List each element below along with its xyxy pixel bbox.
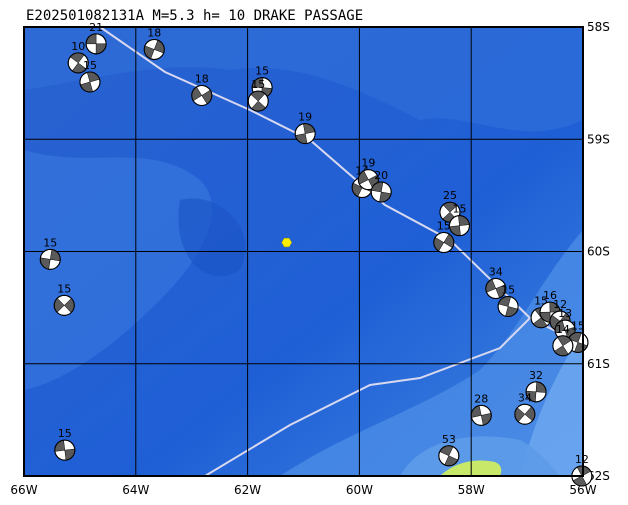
depth-label: 15 xyxy=(58,427,72,440)
beachball-rim xyxy=(191,84,213,106)
depth-label: 15 xyxy=(571,319,585,332)
depth-label: 19 xyxy=(298,111,312,124)
depth-label: 15 xyxy=(251,78,265,91)
lon-label: 66W xyxy=(10,483,37,497)
depth-label: 19 xyxy=(361,157,375,170)
beachball-rim xyxy=(54,439,76,461)
depth-label: 16 xyxy=(543,289,557,302)
beachball-rim xyxy=(470,404,492,426)
beachball-rim xyxy=(143,38,165,60)
focal-mechanism xyxy=(247,90,269,112)
depth-label: 28 xyxy=(474,392,488,405)
focal-mechanism xyxy=(294,123,316,145)
beachball-rim xyxy=(39,248,61,270)
focal-mechanism xyxy=(85,33,107,55)
focal-mechanism xyxy=(514,403,536,425)
depth-label: 15 xyxy=(43,236,57,249)
beachball-rim xyxy=(370,181,392,203)
beachball-rim xyxy=(438,445,460,467)
focal-mechanism xyxy=(554,319,576,341)
focal-mechanism xyxy=(143,38,165,60)
beachball-rim xyxy=(247,90,269,112)
depth-label: 15 xyxy=(57,282,71,295)
beachball-rim xyxy=(294,123,316,145)
focal-mechanism xyxy=(67,52,89,74)
focal-mechanism xyxy=(433,232,455,254)
map-title: E202501082131A M=5.3 h= 10 DRAKE PASSAGE xyxy=(26,8,363,24)
depth-label: 20 xyxy=(374,169,388,182)
focal-mechanism xyxy=(448,215,470,237)
focal-mechanism xyxy=(53,294,75,316)
depth-label: 15 xyxy=(255,65,269,78)
depth-label: 12 xyxy=(553,298,567,311)
depth-label: 15 xyxy=(452,203,466,216)
lat-label: 61S xyxy=(587,357,610,371)
depth-label: 15 xyxy=(437,220,451,233)
epicenter xyxy=(281,237,292,248)
focal-mechanism xyxy=(485,278,507,300)
focal-mechanism xyxy=(525,381,547,403)
beachball-rim xyxy=(79,71,101,93)
lat-label: 62S xyxy=(587,469,610,483)
lon-label: 62W xyxy=(234,483,261,497)
beachball-rim xyxy=(497,296,519,318)
depth-label: 10 xyxy=(71,40,85,53)
beachball-rim xyxy=(525,381,547,403)
depth-label: 15 xyxy=(83,59,97,72)
depth-label: 53 xyxy=(442,433,456,446)
focal-mechanism xyxy=(54,439,76,461)
focal-mechanism xyxy=(470,404,492,426)
depth-label: 12 xyxy=(575,453,589,466)
lat-label: 58S xyxy=(587,20,610,34)
depth-label: 13 xyxy=(558,307,572,320)
beachball-rim xyxy=(514,403,536,425)
focal-mechanisms: 2110151818151519141920251515341515161213… xyxy=(39,21,593,487)
depth-label: 25 xyxy=(443,189,457,202)
lat-label: 60S xyxy=(587,245,610,259)
focal-mechanism xyxy=(370,181,392,203)
depth-label: 14 xyxy=(556,323,570,336)
depth-label: 34 xyxy=(489,266,503,279)
beachball-rim xyxy=(485,278,507,300)
lat-label: 59S xyxy=(587,132,610,146)
map-frame xyxy=(23,26,584,477)
beachball-rim xyxy=(433,232,455,254)
depth-label: 15 xyxy=(501,284,515,297)
focal-mechanism xyxy=(497,296,519,318)
beachball-rim xyxy=(85,33,107,55)
depth-label: 18 xyxy=(147,26,161,39)
depth-label: 32 xyxy=(529,369,543,382)
focal-mechanism xyxy=(191,84,213,106)
beachball-rim xyxy=(552,335,574,357)
beachball-rim xyxy=(67,52,89,74)
beachball-rim xyxy=(357,169,379,191)
lon-label: 56W xyxy=(569,483,596,497)
beachball-rim xyxy=(448,215,470,237)
lon-label: 60W xyxy=(346,483,373,497)
focal-mechanism xyxy=(251,77,273,99)
focal-mechanism xyxy=(39,248,61,270)
focal-mechanism xyxy=(552,335,574,357)
beachball-rim xyxy=(53,294,75,316)
focal-mechanism xyxy=(79,71,101,93)
depth-label: 18 xyxy=(195,72,209,85)
focal-mechanism xyxy=(357,169,379,191)
lon-label: 58W xyxy=(458,483,485,497)
depth-label: 34 xyxy=(518,391,532,404)
focal-mechanism xyxy=(438,445,460,467)
lon-label: 64W xyxy=(122,483,149,497)
